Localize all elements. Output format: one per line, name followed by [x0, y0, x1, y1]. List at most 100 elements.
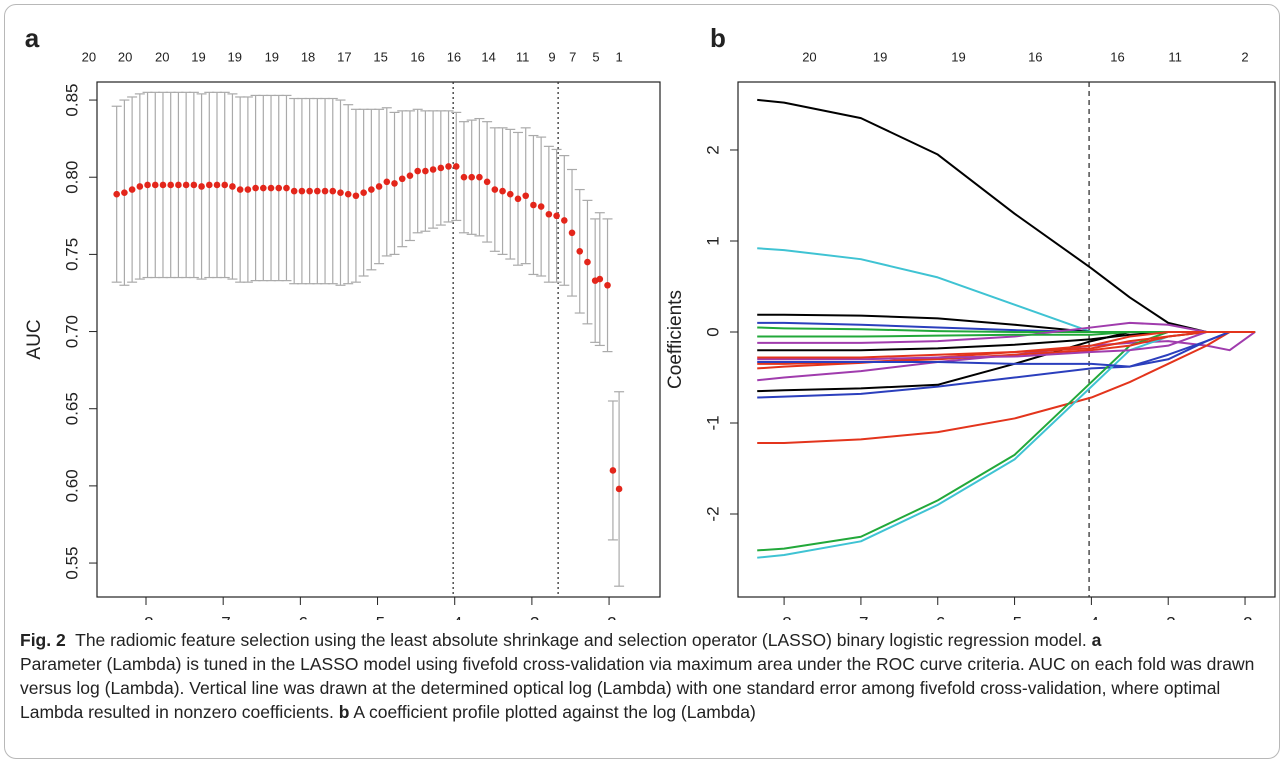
point [290, 187, 298, 195]
top-tick-label: 20 [155, 49, 169, 64]
x-tick-label: -3 [1161, 613, 1176, 620]
figure: a -8 -7 -6 -5 -4 -3 -2 0.55 0.60 0.65 0.70 0.75 0.80 0… [24, 23, 1276, 620]
point [596, 275, 604, 283]
y-tick-label: 0.70 [62, 315, 81, 348]
point [615, 485, 623, 493]
x-tick-label: -4 [1084, 613, 1099, 620]
point [561, 217, 568, 224]
point [553, 212, 560, 220]
point [260, 184, 267, 192]
point [483, 178, 491, 186]
x-tick-label: -5 [1007, 613, 1022, 620]
point [476, 173, 483, 181]
top-tick-label: 5 [592, 49, 599, 64]
point [283, 184, 290, 192]
top-tick-label: 14 [481, 49, 495, 64]
point [352, 192, 360, 200]
y-tick-label: 0 [703, 327, 722, 336]
point [499, 187, 506, 195]
point [121, 189, 128, 196]
top-tick-label: 20 [82, 49, 96, 64]
point [604, 281, 611, 289]
point [398, 175, 406, 183]
point [275, 184, 283, 192]
caption-panel-label: b [338, 702, 350, 722]
point [609, 467, 617, 474]
y-tick-label: 0.80 [62, 161, 81, 194]
point [314, 187, 321, 195]
top-tick-label: 19 [265, 49, 279, 64]
x-tick-label: -8 [138, 613, 153, 620]
point [144, 181, 151, 189]
point [568, 229, 576, 237]
point [337, 189, 344, 196]
x-tick-label: -7 [216, 613, 231, 620]
y-tick-label: 0.65 [62, 392, 81, 425]
top-tick-label: 19 [228, 49, 242, 64]
point [298, 187, 306, 195]
top-tick-label: 19 [191, 49, 205, 64]
caption-text: The radiomic feature selection using the… [75, 630, 1087, 650]
panel-label: b [710, 23, 726, 53]
point [445, 163, 452, 170]
point [229, 183, 236, 190]
point [205, 181, 213, 189]
caption: Fig. 2 The radiomic feature selection us… [20, 628, 1260, 724]
y-tick-label: 0.85 [62, 84, 81, 117]
top-tick-label: 15 [373, 49, 387, 64]
point [113, 190, 120, 198]
coefficient-line [757, 330, 1256, 368]
top-tick-label: 1 [615, 49, 622, 64]
caption-text: A coefficient profile plotted against th… [353, 702, 756, 722]
top-tick-label: 20 [118, 49, 132, 64]
point [159, 181, 167, 189]
point [136, 183, 144, 190]
point [329, 187, 337, 195]
top-tick-label: 2 [1241, 49, 1248, 64]
point [530, 201, 537, 209]
point [221, 181, 229, 189]
coefficient-line [757, 247, 1256, 333]
point [522, 192, 530, 200]
point [190, 181, 198, 189]
point [344, 190, 352, 198]
y-tick-label: 2 [703, 145, 722, 154]
y-tick-label: -2 [703, 506, 722, 521]
y-tick-label: 0.75 [62, 238, 81, 271]
x-tick-label: -5 [370, 613, 385, 620]
point [375, 183, 383, 190]
top-tick-label: 18 [301, 49, 315, 64]
point [584, 258, 591, 266]
top-tick-label: 7 [569, 49, 576, 64]
y-axis-title: Coefficients [665, 290, 686, 389]
top-tick-label: 16 [410, 49, 424, 64]
point [244, 186, 252, 193]
coefficient-line [757, 330, 1256, 445]
panel-label: a [25, 23, 40, 53]
x-tick-label: -6 [930, 613, 945, 620]
top-tick-label: 19 [951, 49, 965, 64]
point [383, 178, 391, 186]
x-tick-label: -2 [1237, 613, 1252, 620]
coefficient-line [757, 330, 1256, 359]
point [306, 187, 313, 195]
top-tick-label: 16 [447, 49, 461, 64]
point [252, 184, 259, 192]
top-tick-label: 19 [873, 49, 887, 64]
top-tick-label: 17 [337, 49, 351, 64]
top-tick-label: 11 [1168, 49, 1182, 64]
point [452, 163, 460, 170]
x-tick-label: -7 [853, 613, 868, 620]
figure-label: Fig. 2 [20, 630, 66, 650]
point [576, 248, 584, 255]
y-tick-label: 0.55 [62, 547, 81, 580]
point [236, 186, 244, 193]
caption-text: Parameter (Lambda) is tuned in the LASSO… [20, 654, 1255, 722]
x-tick-label: -6 [293, 613, 308, 620]
point [491, 186, 499, 193]
point [429, 166, 437, 173]
top-tick-label: 11 [516, 49, 530, 64]
point [422, 167, 429, 175]
point [414, 167, 421, 175]
point [198, 183, 205, 190]
